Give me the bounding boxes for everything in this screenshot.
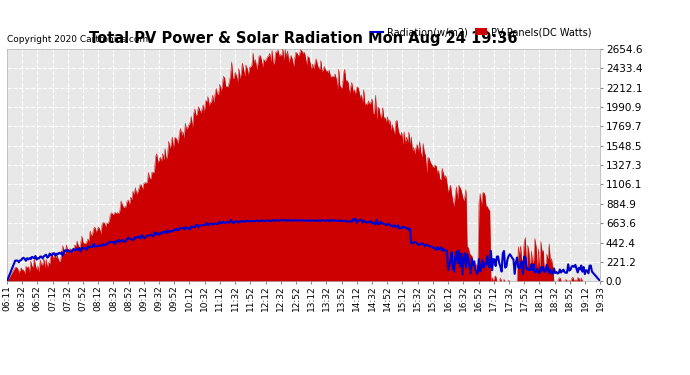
Text: Copyright 2020 Cartronics.com: Copyright 2020 Cartronics.com xyxy=(7,35,148,44)
Legend: Radiation(w/m2), PV Panels(DC Watts): Radiation(w/m2), PV Panels(DC Watts) xyxy=(367,23,595,41)
Title: Total PV Power & Solar Radiation Mon Aug 24 19:36: Total PV Power & Solar Radiation Mon Aug… xyxy=(89,31,518,46)
